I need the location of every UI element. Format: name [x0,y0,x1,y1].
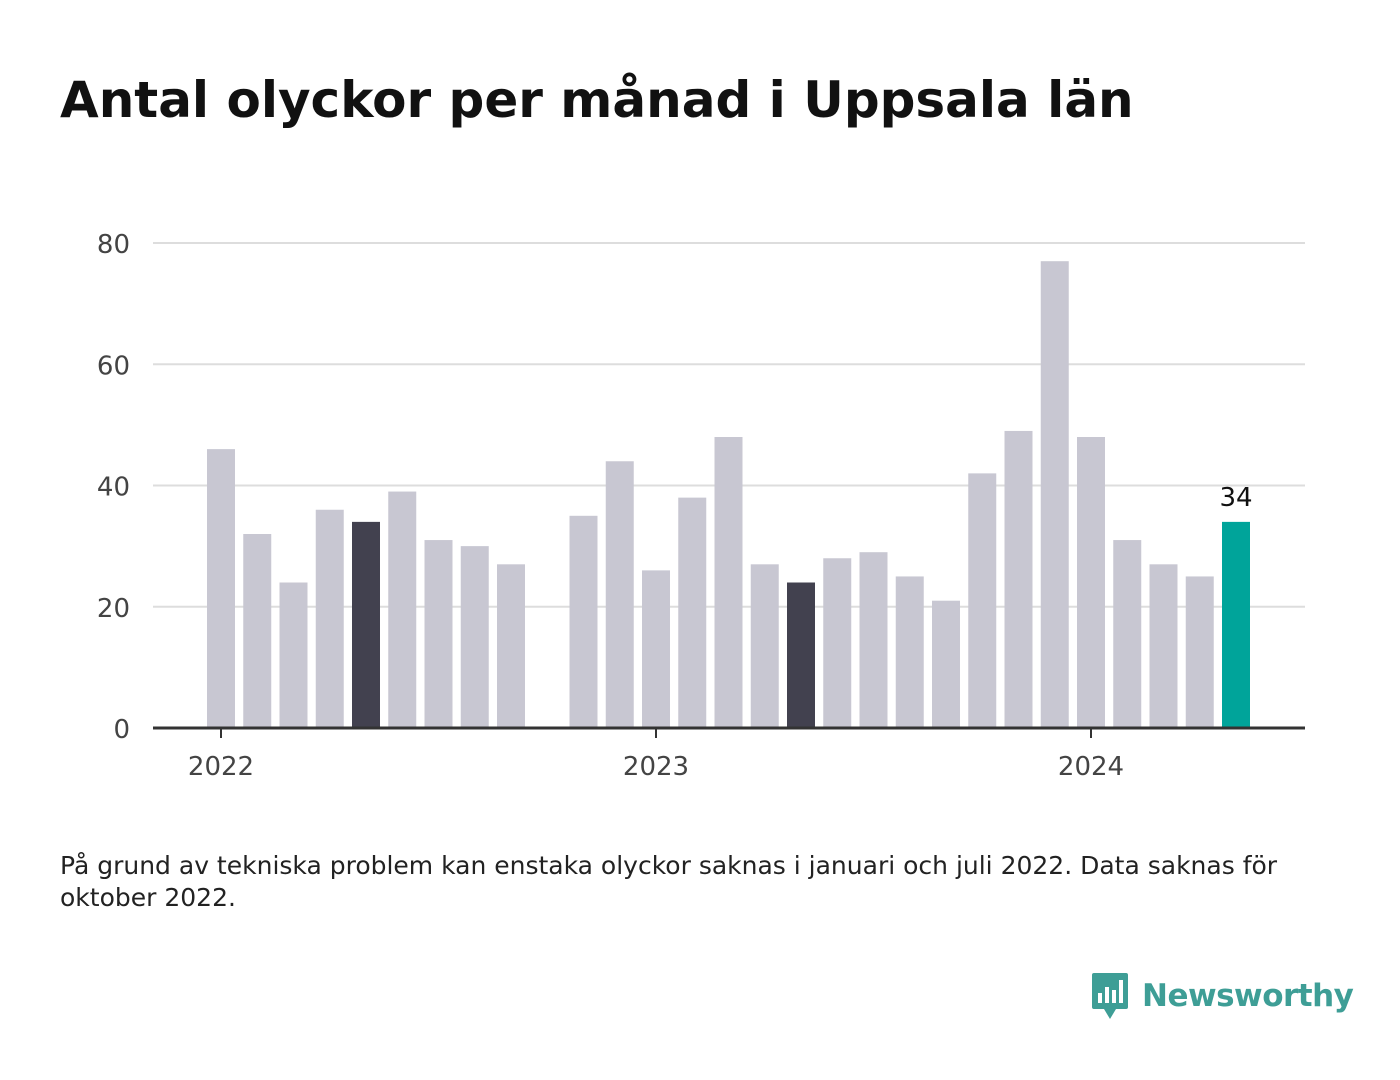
y-axis-ticks: 0 20 40 60 80 [97,230,130,745]
data-labels: 34 [1219,483,1252,513]
newsworthy-logo-icon [1092,973,1128,1019]
bar-2023-12 [1040,261,1069,728]
bar-2024-02 [1113,540,1142,728]
footnote: På grund av tekniska problem kan enstaka… [60,851,1278,912]
bar-2024-04 [1185,576,1214,728]
bar-2022-09 [497,564,525,728]
bar-2023-05 [787,582,815,728]
y-tick-label: 80 [97,230,130,260]
bar-chart: 0 20 40 60 80 2022 2023 2024 34 [97,230,1305,782]
bar-2024-03 [1149,564,1178,728]
bar-2022-01 [207,449,235,728]
x-tick-label: 2022 [188,752,254,782]
bar-2023-03 [714,437,743,728]
bar-2022-03 [279,582,308,728]
bar-2022-12 [605,461,634,728]
x-tick-label: 2023 [623,752,689,782]
bar-2023-09 [932,600,960,728]
bars [207,261,1250,728]
bar-2022-05 [352,521,380,728]
bar-2022-06 [388,491,417,728]
y-tick-label: 0 [113,715,130,745]
bar-2023-07 [859,552,888,728]
brand-name: Newsworthy [1142,978,1354,1014]
y-tick-label: 40 [97,473,130,503]
bar-2023-04 [750,564,779,728]
bar-2023-01 [642,570,670,728]
bar-2023-08 [895,576,924,728]
bar-2022-07 [424,540,453,728]
bar-2023-10 [968,473,997,728]
bar-2024-01 [1077,437,1105,728]
bar-2022-08 [460,546,489,728]
bar-2023-02 [678,497,707,728]
highlight-value-label: 34 [1219,483,1252,513]
bar-2023-11 [1004,430,1033,728]
x-axis-ticks: 2022 2023 2024 [188,728,1124,782]
bar-2022-02 [243,534,272,728]
bar-2023-06 [823,558,852,728]
y-tick-label: 60 [97,351,130,381]
y-tick-label: 20 [97,594,130,624]
newsworthy-logo[interactable]: Newsworthy [1090,970,1354,1022]
bar-2024-05 [1222,521,1250,728]
bar-2022-11 [569,515,598,728]
chart-title: Antal olyckor per månad i Uppsala län [60,71,1134,129]
x-tick-label: 2024 [1058,752,1124,782]
bar-2022-04 [315,509,344,728]
